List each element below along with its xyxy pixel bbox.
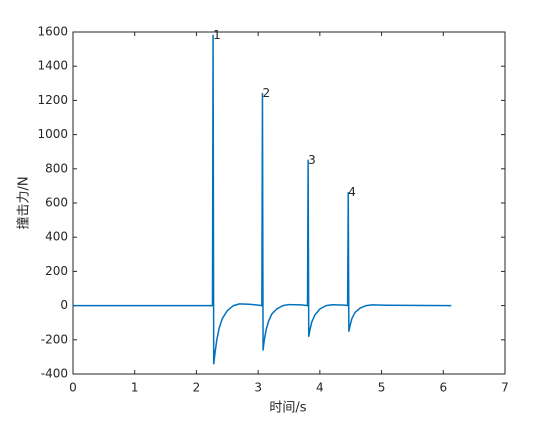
x-tick-label: 2 — [193, 381, 201, 395]
x-tick-label: 7 — [501, 381, 509, 395]
x-tick-label: 6 — [439, 381, 447, 395]
data-line — [73, 34, 452, 365]
y-tick-label: 1000 — [37, 127, 68, 141]
annotation: 2 — [262, 86, 270, 100]
y-tick-label: -200 — [41, 332, 68, 346]
x-tick-label: 5 — [378, 381, 386, 395]
y-tick-label: 400 — [45, 230, 68, 244]
y-tick-label: 0 — [60, 298, 68, 312]
annotation: 1 — [213, 28, 221, 42]
x-tick-label: 3 — [254, 381, 262, 395]
x-tick-label: 4 — [316, 381, 324, 395]
annotation: 3 — [308, 153, 316, 167]
annotation: 4 — [348, 185, 356, 199]
y-tick-label: 800 — [45, 161, 68, 175]
y-tick-label: 600 — [45, 196, 68, 210]
x-axis-label: 时间/s — [269, 401, 306, 416]
y-tick-label: 1200 — [37, 93, 68, 107]
y-axis-label: 撞击力/N — [17, 176, 32, 229]
y-tick-label: -400 — [41, 367, 68, 381]
x-tick-label: 0 — [69, 381, 77, 395]
y-tick-label: 1600 — [37, 25, 68, 39]
y-tick-label: 200 — [45, 264, 68, 278]
x-tick-label: 1 — [131, 381, 139, 395]
y-tick-label: 1400 — [37, 59, 68, 73]
plot-area — [72, 31, 506, 375]
